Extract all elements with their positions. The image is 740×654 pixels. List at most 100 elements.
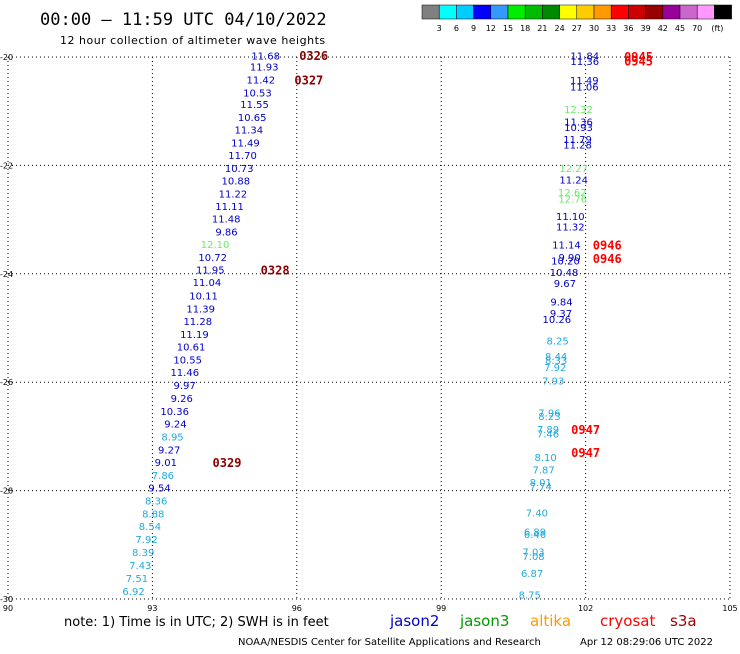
satellite-name-jason3: jason3 [459, 612, 509, 630]
wave-height-label: 7.92 [544, 363, 566, 374]
legend-swatch [542, 4, 560, 20]
legend-tick-label: 30 [589, 24, 599, 33]
legend-swatch [473, 4, 492, 20]
legend-tick-label: 33 [606, 24, 616, 33]
lon-tick-label: 102 [578, 604, 593, 613]
pass-time-label: 0947 [571, 423, 600, 437]
wave-height-label: 6.92 [122, 587, 144, 598]
wave-height-label: 7.40 [526, 508, 548, 519]
wave-height-label: 8.39 [132, 548, 154, 559]
wave-height-label: 7.46 [537, 430, 559, 441]
wave-height-label: 9.67 [554, 279, 576, 290]
lon-tick-label: 105 [722, 604, 737, 613]
wave-height-label: 11.46 [170, 368, 199, 379]
legend-swatch [610, 4, 629, 20]
legend-tick-label: 15 [503, 24, 513, 33]
wave-height-label: 11.55 [240, 100, 269, 111]
wave-height-label: 11.28 [183, 317, 212, 328]
wave-height-label: 11.22 [219, 190, 248, 201]
wave-height-label: 10.88 [221, 177, 250, 188]
legend-tick-label: 3 [437, 24, 442, 33]
legend-tick-label: 9 [471, 24, 476, 33]
wave-height-label: 11.32 [556, 223, 585, 234]
pass-time-label: 0945 [624, 54, 653, 68]
wave-height-label: 9.01 [155, 458, 177, 469]
satellite-name-altika: altika [530, 612, 571, 630]
legend-swatch [714, 4, 732, 20]
satellite-name-jason2: jason2 [389, 612, 439, 630]
wave-height-label: 10.61 [177, 342, 206, 353]
wave-height-label: 6.46 [524, 530, 546, 541]
wave-height-label: 12.10 [201, 240, 230, 251]
wave-height-label: 9.54 [148, 483, 170, 494]
pass-track-east: 11.8411.3611.4911.0612.3211.3610.9311.79… [519, 50, 653, 602]
wave-height-label: 11.49 [231, 139, 260, 150]
wave-height-label: 7.08 [522, 552, 544, 563]
wave-height-label: 8.36 [145, 496, 167, 507]
lat-tick-label: -22 [0, 161, 13, 170]
wave-height-label: 12.62 [558, 188, 587, 199]
wave-height-label: 7.03 [522, 547, 544, 558]
wave-height-label: 7.86 [152, 471, 174, 482]
wave-height-label: 8.88 [142, 509, 164, 520]
pass-time-label: 0329 [213, 456, 242, 470]
wave-height-label: 8.33 [545, 356, 567, 367]
wave-height-label: 10.53 [243, 88, 272, 99]
satellite-name-s3a: s3a [670, 612, 697, 630]
wave-height-label: 7.74 [530, 482, 552, 493]
legend-swatch [679, 4, 698, 20]
wave-height-label: 11.34 [234, 126, 263, 137]
wave-height-label: 11.48 [212, 215, 241, 226]
legend-swatch [438, 4, 457, 20]
wave-height-label: 12.76 [558, 195, 587, 206]
legend-swatch [696, 4, 715, 20]
wave-height-label: 11.11 [215, 202, 244, 213]
lon-tick-label: 90 [3, 604, 13, 613]
lon-tick-label: 93 [147, 604, 157, 613]
legend-swatch [559, 4, 578, 20]
wave-height-label: 10.11 [189, 292, 218, 303]
wave-height-label: 7.89 [537, 425, 559, 436]
pass-time-label: 0946 [593, 239, 622, 253]
wave-height-label: 10.48 [550, 268, 579, 279]
wave-height-label: 11.68 [251, 51, 280, 62]
latitude-tick-labels: -20 -22 -24 -26 -28 -30 [0, 53, 13, 604]
wave-height-label: 9.24 [164, 419, 186, 430]
lat-tick-label: -26 [0, 378, 13, 387]
wave-height-label: 9.97 [173, 381, 195, 392]
wave-height-label: 11.39 [186, 305, 215, 316]
legend-tick-label: 24 [555, 24, 565, 33]
legend-swatch [524, 4, 543, 20]
wave-height-label: 11.10 [556, 212, 585, 223]
wave-height-label: 10.26 [543, 315, 572, 326]
legend-tick-label: 12 [486, 24, 496, 33]
wave-height-label: 9.84 [550, 297, 572, 308]
legend-swatch [662, 4, 681, 20]
wave-height-label: 8.95 [161, 432, 183, 443]
wave-height-label: 8.44 [545, 352, 567, 363]
map-title: 00:00 – 11:59 UTC 04/10/2022 [40, 10, 327, 30]
map-subtitle: 12 hour collection of altimeter wave hei… [60, 34, 326, 47]
wave-height-label: 11.28 [563, 140, 592, 151]
legend-tick-label: 45 [675, 24, 685, 33]
legend-swatch [628, 4, 646, 20]
legend-unit: (ft) [711, 24, 723, 33]
wave-height-label: 11.70 [228, 151, 257, 162]
legend-tick-label: 42 [658, 24, 668, 33]
wave-height-label: 8.54 [139, 522, 161, 533]
wave-height-label: 9.26 [171, 394, 193, 405]
legend-swatch [421, 4, 440, 20]
wave-height-label: 8.23 [538, 412, 560, 423]
wave-height-label: 12.27 [559, 164, 588, 175]
legend-swatch [490, 4, 509, 20]
footer-credit: NOAA/NESDIS Center for Satellite Applica… [238, 637, 541, 648]
wave-height-label: 6.89 [524, 527, 546, 538]
legend-tick-label: 36 [623, 24, 633, 33]
lat-lon-grid [7, 56, 731, 600]
wave-height-label: 10.20 [551, 256, 580, 267]
wave-height-label: 10.93 [564, 123, 593, 134]
legend-tick-label: 18 [520, 24, 530, 33]
wave-height-label: 11.36 [564, 118, 593, 129]
